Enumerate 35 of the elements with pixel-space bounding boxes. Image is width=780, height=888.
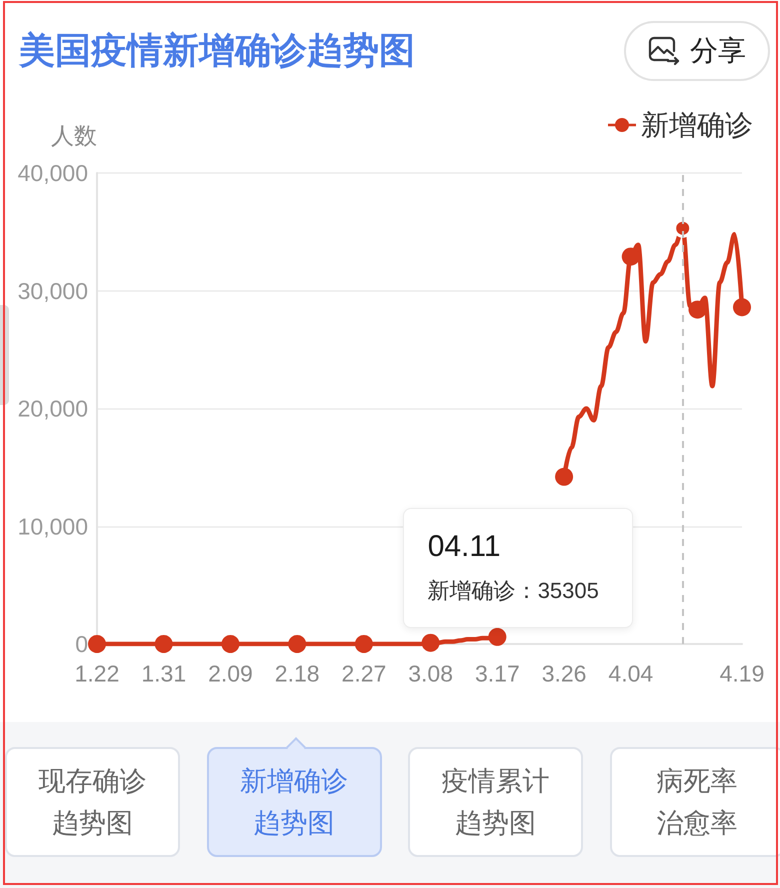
- x-tick-label: 1.22: [74, 660, 120, 686]
- y-tick-label: 30,000: [18, 278, 88, 304]
- point: [622, 248, 640, 266]
- x-tick-label: 2.18: [274, 660, 320, 686]
- y-tick-label: 20,000: [18, 396, 88, 422]
- x-tick-label: 3.17: [474, 660, 520, 686]
- share-button: 分享: [624, 21, 770, 81]
- point: [221, 635, 240, 653]
- tab-button: 现存确诊趋势图: [5, 747, 180, 857]
- point: [733, 298, 751, 316]
- y-tick-label: 0: [75, 631, 88, 657]
- x-tick-label: 1.31: [141, 660, 186, 686]
- legend-label: 新增确诊: [641, 110, 753, 140]
- x-tick-label: 3.08: [408, 660, 454, 686]
- point: [555, 468, 574, 486]
- x-tick-label: 4.04: [608, 660, 654, 686]
- tooltip: 04.11 新增确诊：35305: [402, 508, 633, 628]
- y-tick-label: 40,000: [18, 160, 88, 186]
- point: [688, 300, 707, 319]
- point: [154, 635, 173, 653]
- point: [88, 635, 106, 653]
- tab-button: 疫情累计趋势图: [408, 747, 583, 857]
- x-tick-label: 2.09: [208, 660, 253, 686]
- tab-button: 病死率治愈率: [610, 747, 780, 857]
- y-axis-title: 人数: [51, 122, 97, 148]
- annotation: 04.11 新增确诊：35305: [428, 529, 600, 605]
- chart-title: 美国疫情新增确诊趋势图: [18, 30, 415, 70]
- point: [354, 635, 373, 653]
- x-tick-label: 3.26: [542, 660, 586, 686]
- point: [422, 634, 440, 652]
- point: [488, 628, 506, 646]
- x-tick-label: 4.19: [720, 660, 764, 686]
- y-tick-label: 10,000: [18, 513, 88, 540]
- point: [288, 635, 306, 653]
- x-tick-label: 2.27: [342, 660, 386, 686]
